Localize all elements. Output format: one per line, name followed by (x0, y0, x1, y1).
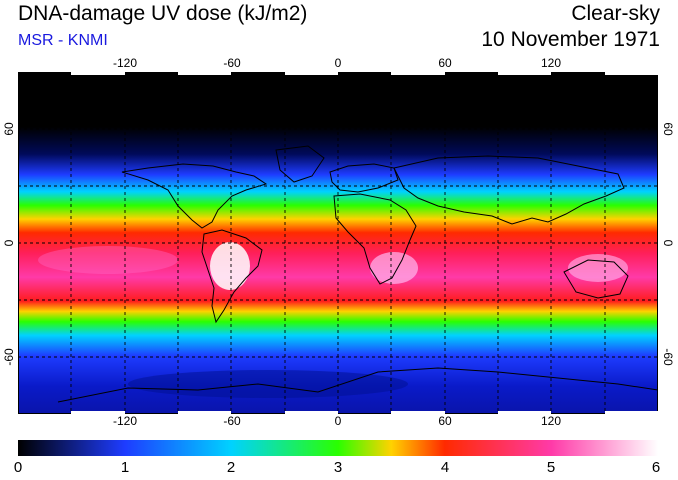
colorbar (18, 440, 658, 456)
lon-tick-bottom-60: 60 (438, 414, 452, 428)
sky-condition-label: Clear-sky (571, 2, 660, 25)
colorbar-label-0: 0 (13, 459, 23, 476)
lon-tick-top-60: 60 (438, 56, 452, 70)
colorbar-gradient (18, 440, 658, 456)
lon-tick-bottom-m120: -120 (112, 414, 138, 428)
colorbar-label-3: 3 (333, 459, 343, 476)
africa-outline (333, 193, 417, 285)
lat-tick-right-0: 0 (661, 239, 675, 247)
colorbar-label-5: 5 (546, 459, 556, 476)
dose-patch-south-africa (370, 252, 418, 284)
lat-tick-left-0: 0 (2, 239, 16, 247)
dose-patch-pacific (38, 246, 178, 274)
lon-tick-top-m60: -60 (223, 56, 241, 70)
lat-tick-right-m60: -60 (661, 348, 675, 366)
lon-tick-bottom-0: 0 (334, 414, 342, 428)
colorbar-label-1: 1 (120, 459, 130, 476)
dose-patch-south-america (210, 242, 250, 290)
graticule (18, 72, 658, 414)
australia-outline (563, 259, 629, 299)
uv-dose-map (18, 72, 658, 414)
antarctica-outline (57, 367, 658, 403)
source-label: MSR - KNMI (18, 32, 108, 49)
lat-tick-left-60: 60 (2, 122, 16, 136)
lon-tick-bottom-m60: -60 (223, 414, 241, 428)
asia-outline (393, 155, 625, 225)
map-title: DNA-damage UV dose (kJ/m2) (18, 2, 308, 25)
frame-border-marks (71, 72, 658, 414)
north-america-outline (121, 163, 268, 229)
lon-tick-top-m120: -120 (112, 56, 138, 70)
colorbar-label-2: 2 (226, 459, 236, 476)
greenland-outline (275, 145, 325, 183)
lat-tick-left-m60: -60 (2, 348, 16, 366)
lon-tick-top-0: 0 (334, 56, 342, 70)
coastlines (57, 145, 658, 403)
south-america-outline (201, 229, 263, 324)
dose-patch-australia (568, 254, 628, 282)
lat-tick-right-60: 60 (661, 122, 675, 136)
colorbar-label-6: 6 (651, 459, 661, 476)
dose-patch-low-antarctic (128, 370, 408, 398)
lon-tick-bottom-120: 120 (540, 414, 562, 428)
lon-tick-top-120: 120 (540, 56, 562, 70)
date-label: 10 November 1971 (481, 28, 660, 51)
colorbar-label-4: 4 (440, 459, 450, 476)
